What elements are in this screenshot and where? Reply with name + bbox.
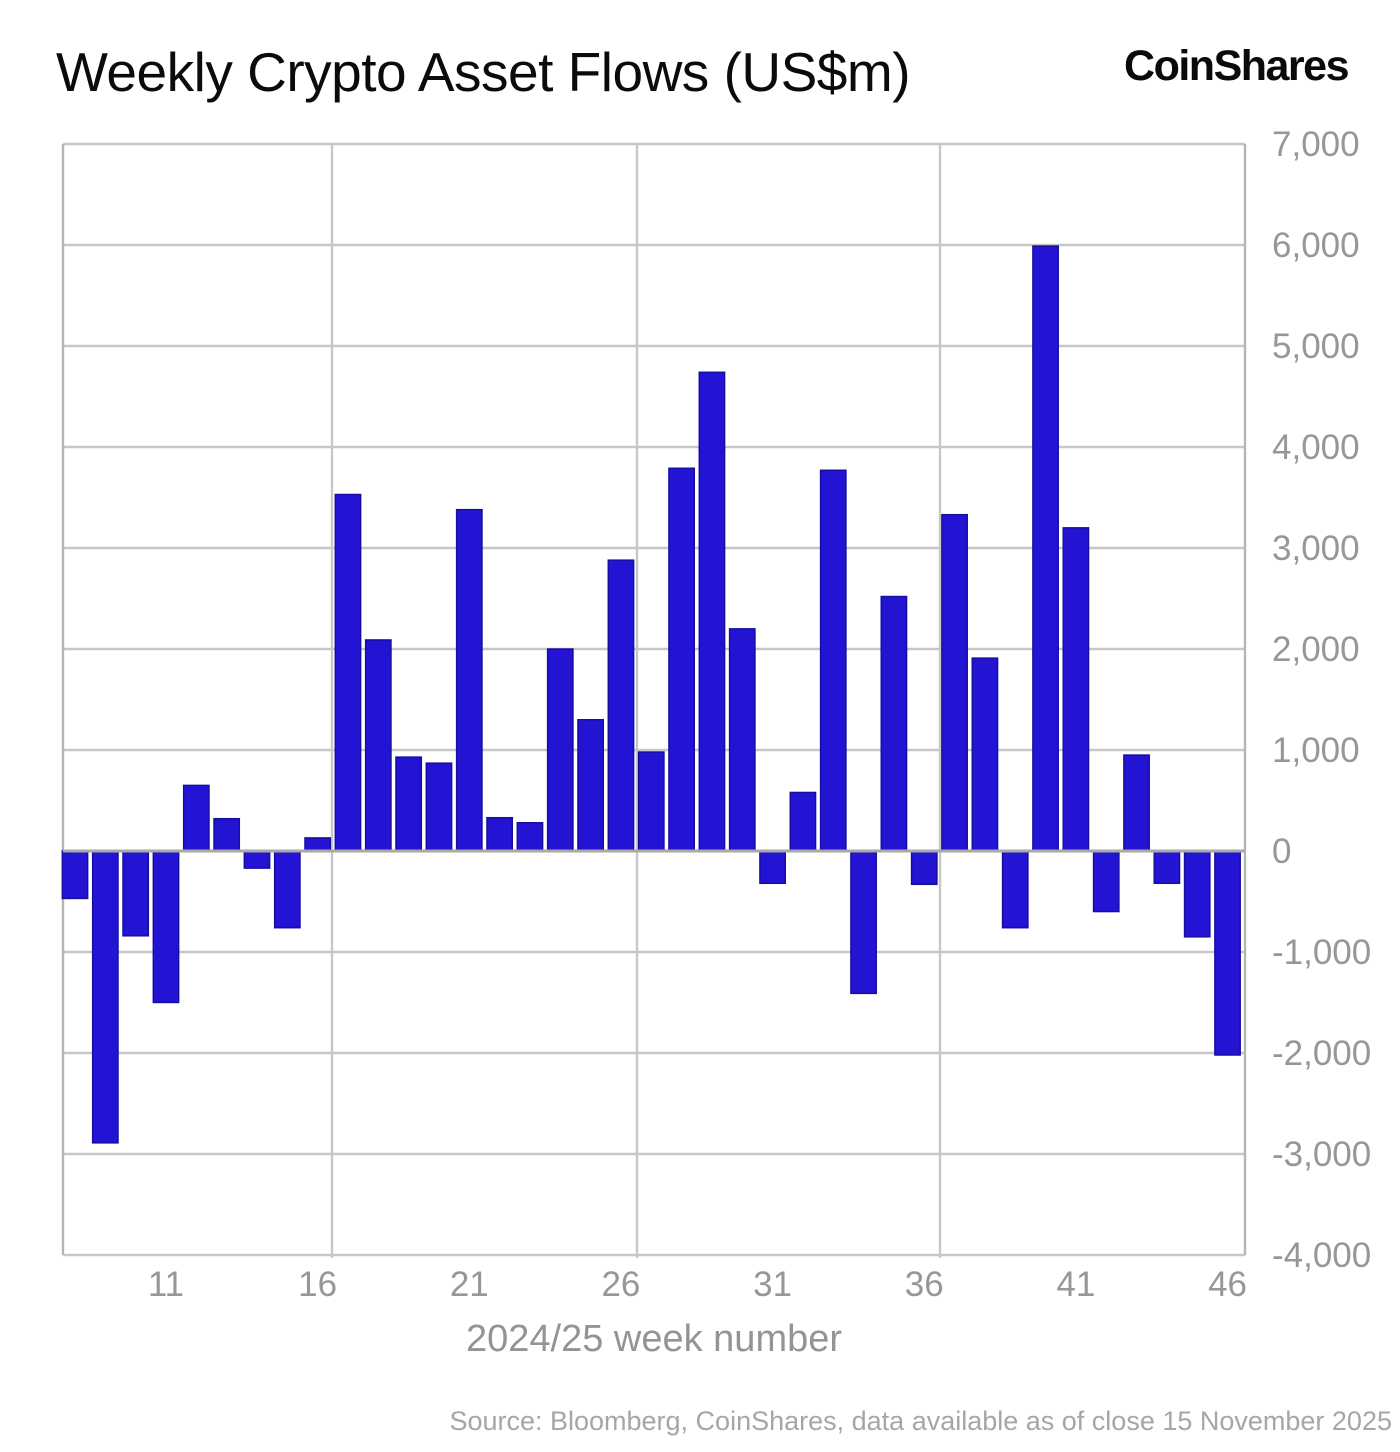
bar-week-16: [304, 837, 332, 852]
bar-week-35: [880, 595, 908, 852]
x-tick-label: 41: [1056, 1265, 1095, 1304]
bar-week-21: [455, 508, 483, 852]
x-tick-label: 11: [148, 1265, 184, 1304]
bar-week-41: [1062, 527, 1090, 852]
x-tick-label: 26: [601, 1265, 640, 1304]
bar-week-13: [213, 817, 241, 852]
bar-week-26: [607, 559, 635, 852]
bar-week-37: [941, 513, 968, 852]
coinshares-logo: CoinShares: [1124, 42, 1349, 90]
x-axis-title: 2024/25 week number: [465, 1318, 843, 1360]
bar-week-28: [668, 467, 696, 852]
bar-week-39: [1001, 850, 1029, 929]
x-tick-label: 31: [753, 1265, 792, 1304]
bar-week-44: [1153, 850, 1181, 885]
bar-week-31: [759, 850, 786, 885]
y-tick-label: 3,000: [1272, 529, 1360, 568]
x-tick-label: 21: [450, 1265, 489, 1304]
source-attribution: Source: Bloomberg, CoinShares, data avai…: [449, 1406, 1392, 1436]
y-tick-label: -1,000: [1272, 933, 1371, 972]
bar-week-45: [1183, 850, 1211, 938]
bar-week-38: [971, 657, 999, 852]
y-tick-label: 6,000: [1272, 226, 1360, 265]
bar-week-25: [577, 719, 605, 852]
y-tick-label: 4,000: [1272, 428, 1360, 467]
bar-week-19: [395, 756, 423, 852]
y-tick-label: 7,000: [1272, 125, 1360, 164]
y-tick-label: 1,000: [1272, 731, 1360, 770]
bar-week-36: [910, 850, 938, 886]
y-tick-label: 2,000: [1272, 630, 1360, 669]
x-tick-label: 16: [298, 1265, 337, 1304]
bar-week-24: [546, 648, 574, 852]
bar-week-12: [182, 784, 210, 852]
bar-week-27: [637, 751, 665, 852]
x-tick-label: 36: [905, 1265, 944, 1304]
y-tick-label: 5,000: [1272, 327, 1360, 366]
bar-week-33: [819, 469, 847, 852]
bar-week-23: [516, 822, 544, 852]
y-tick-label: -3,000: [1272, 1135, 1371, 1174]
x-tick-label: 46: [1208, 1265, 1247, 1304]
bar-week-46: [1214, 850, 1241, 1056]
bar-week-34: [850, 850, 877, 995]
bar-week-17: [334, 493, 362, 852]
bar-week-30: [728, 628, 756, 852]
bar-week-9: [91, 850, 119, 1144]
bar-week-32: [789, 791, 817, 852]
y-tick-label: -2,000: [1272, 1034, 1371, 1073]
bar-week-15: [273, 850, 301, 929]
bar-week-40: [1032, 245, 1059, 852]
bar-week-20: [425, 762, 453, 852]
bar-week-11: [152, 850, 180, 1004]
page-title: Weekly Crypto Asset Flows (US$m): [56, 41, 911, 103]
y-tick-label: -4,000: [1272, 1236, 1371, 1275]
y-tick-label: 0: [1272, 832, 1291, 871]
bar-week-14: [243, 850, 271, 869]
bar-week-29: [698, 371, 726, 852]
bar-week-18: [364, 639, 392, 852]
bar-week-10: [122, 850, 150, 937]
bar-week-42: [1092, 850, 1120, 913]
bar-week-22: [486, 816, 514, 852]
bar-week-43: [1123, 754, 1150, 852]
bar-week-8: [61, 850, 89, 900]
